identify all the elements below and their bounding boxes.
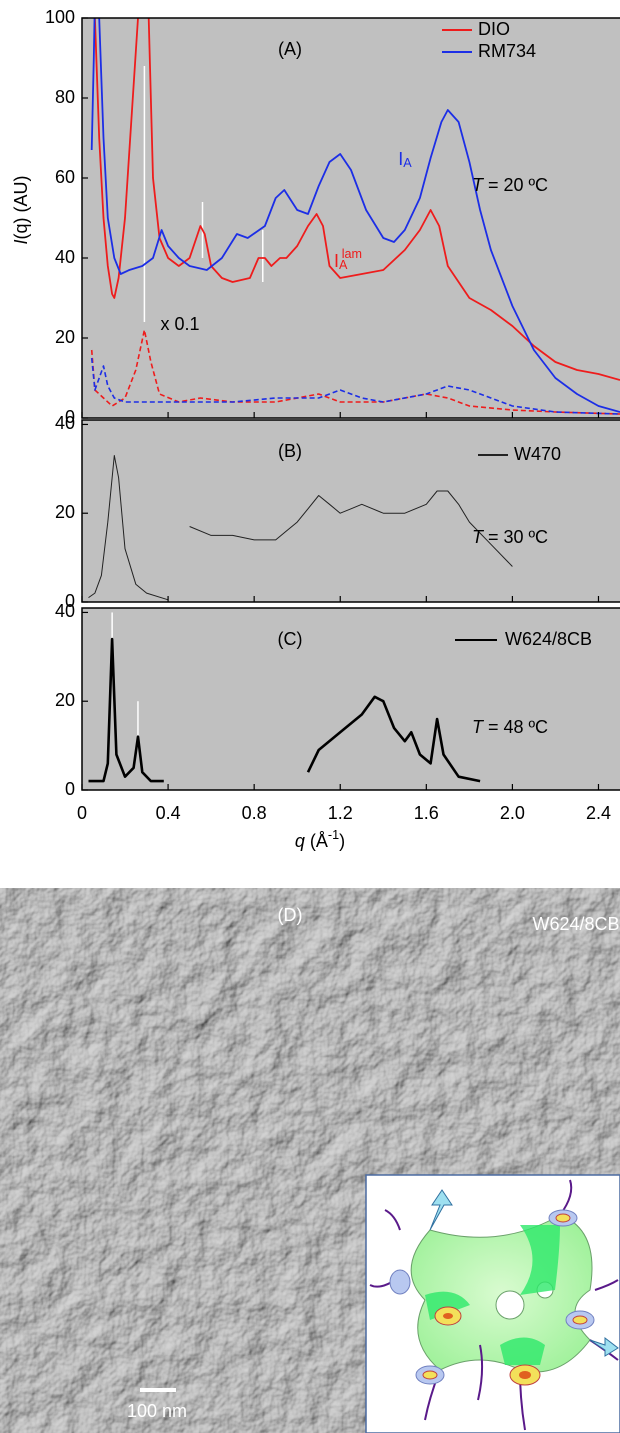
y-tick-label: 40 [55,413,75,433]
sample-label: W624/8CB [532,914,619,934]
plot-background [82,608,620,790]
annotation: T = 30 ºC [472,527,548,547]
panel-title: (C) [278,629,303,649]
y-tick-label: 20 [55,502,75,522]
y-tick-label: 40 [55,601,75,621]
x-tick-label: 0 [77,803,87,823]
legend-label: RM734 [478,41,536,61]
annotation: x 0.1 [160,314,199,334]
series-line [88,455,513,601]
x-tick-label: 1.6 [414,803,439,823]
annotation: T = 20 ºC [472,175,548,195]
y-tick-label: 80 [55,87,75,107]
legend-label: DIO [478,19,510,39]
x-tick-label: 1.2 [328,803,353,823]
x-tick-label: 2.4 [586,803,611,823]
plot-frame [81,17,620,419]
y-tick-label: 60 [55,167,75,187]
y-tick-label: 20 [55,327,75,347]
plot-frame [81,419,620,603]
x-axis-label: q (Å-1) [295,828,345,850]
series-line [93,18,620,381]
series-line [90,329,620,415]
y-tick-label: 0 [65,407,75,427]
panel-title: (A) [278,39,302,59]
scale-label: 100 nm [127,1401,187,1421]
y-tick-label: 0 [65,591,75,611]
y-tick-label: 0 [65,779,75,799]
plot-background [82,420,620,602]
series-line [90,18,620,413]
y-axis-label: I(q) (AU) [11,175,31,244]
annotation: IA [398,149,412,170]
x-tick-label: 0.8 [242,803,267,823]
annotation: IAlam [334,247,362,273]
panel-label: (D) [278,905,303,925]
micrograph: (D) W624/8CB 100 nm [0,888,620,1433]
plot-frame [81,607,620,791]
x-tick-label: 0.4 [156,803,181,823]
plot-background [82,18,620,418]
annotation: T = 48 ºC [472,717,548,737]
legend-label: W470 [514,444,561,464]
y-tick-label: 20 [55,690,75,710]
series-line [90,357,620,415]
y-tick-label: 40 [55,247,75,267]
panel-title: (B) [278,441,302,461]
y-tick-label: 100 [45,7,75,27]
series-line [88,637,481,783]
inset-diagram [365,1174,620,1433]
legend-label: W624/8CB [505,629,592,649]
x-tick-label: 2.0 [500,803,525,823]
